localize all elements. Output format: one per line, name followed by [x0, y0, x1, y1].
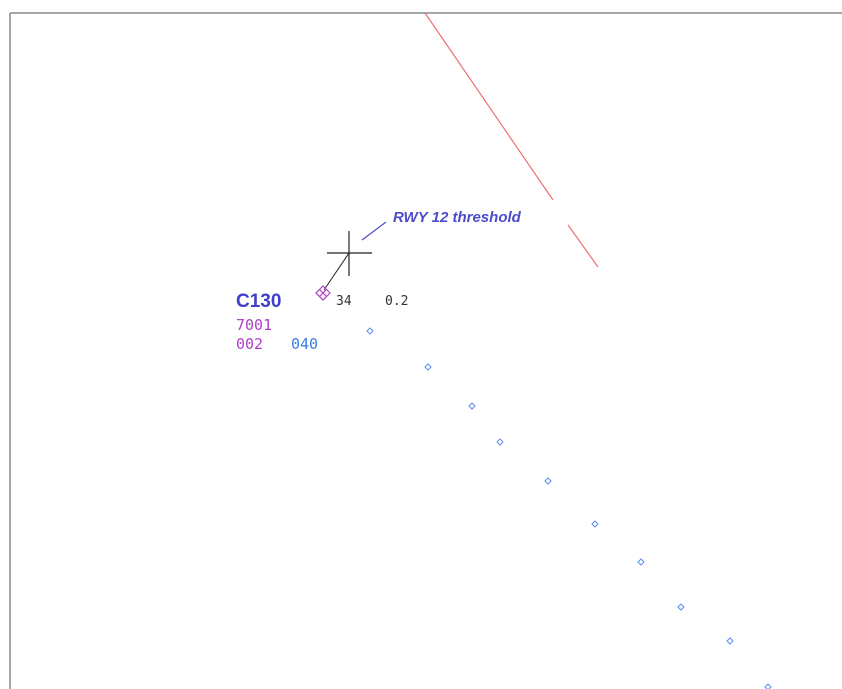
annotation-leader: [361, 221, 387, 241]
runway-line: [424, 12, 554, 201]
history-dot: [726, 637, 734, 645]
target-symbol: [315, 285, 331, 301]
target-leader: [323, 252, 350, 291]
history-dot: [366, 327, 374, 335]
history-trail: [366, 327, 772, 689]
callsign: C130: [236, 291, 281, 312]
history-dot: [764, 683, 772, 689]
history-dot: [591, 520, 599, 528]
altitude: 002: [236, 335, 263, 353]
history-dot: [677, 603, 685, 611]
history-dot: [496, 438, 504, 446]
range: 0.2: [385, 294, 408, 309]
runway-line: [567, 224, 599, 268]
squawk: 7001: [236, 316, 272, 334]
history-dot: [424, 363, 432, 371]
annotation: RWY 12 threshold: [393, 209, 522, 226]
history-dot: [544, 477, 552, 485]
history-dot: [637, 558, 645, 566]
speed: 040: [291, 335, 318, 353]
heading: 34: [336, 294, 352, 309]
history-dot: [468, 402, 476, 410]
